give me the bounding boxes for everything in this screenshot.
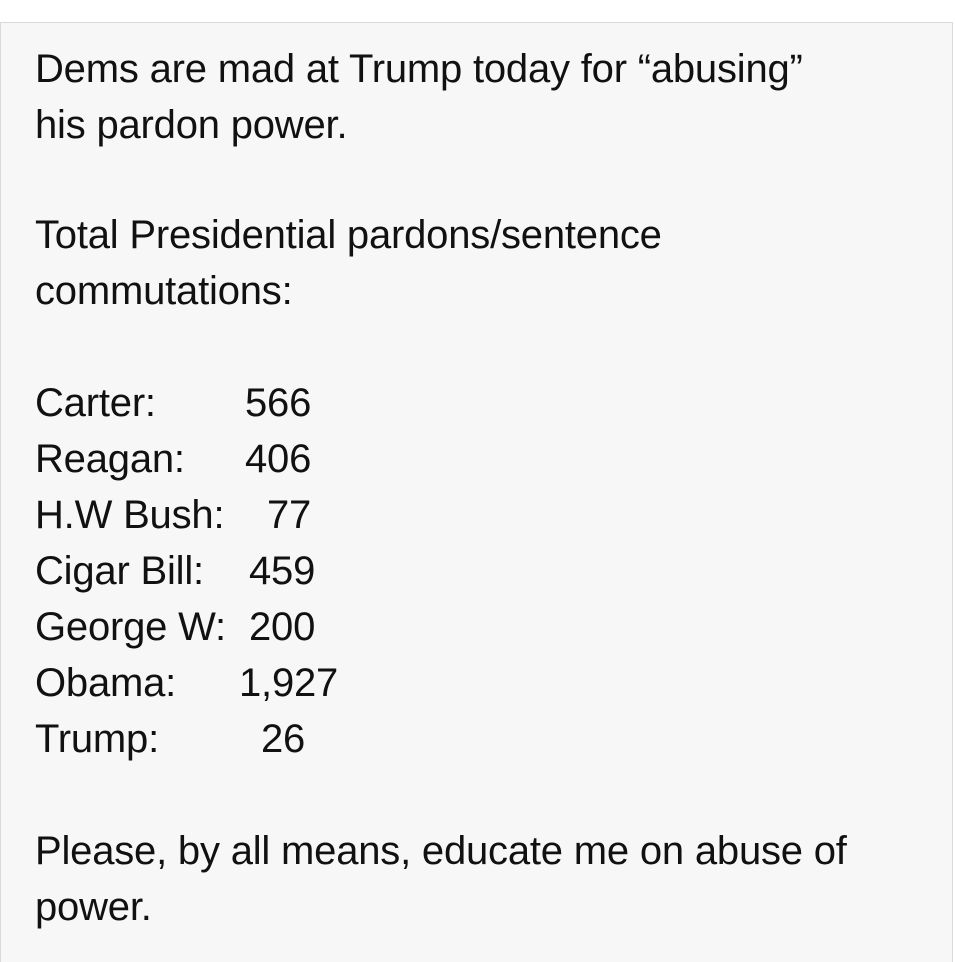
pardon-count: 1,927 [239, 661, 339, 705]
president-name: Reagan: [35, 437, 185, 481]
pardon-count: 406 [245, 437, 312, 481]
tally-row: Cigar Bill: 459 [35, 543, 935, 599]
pardon-count: 26 [261, 717, 306, 761]
president-name: Trump: [35, 717, 159, 761]
tally-row: Obama: 1,927 [35, 655, 935, 711]
closing-line: power. [35, 885, 152, 929]
president-name: George W: [35, 605, 226, 649]
president-name: H.W Bush: [35, 493, 225, 537]
heading-line: Total Presidential pardons/sentence [35, 213, 662, 257]
president-name: Cigar Bill: [35, 549, 204, 593]
tally-row: Reagan: 406 [35, 431, 935, 487]
tally-row: George W: 200 [35, 599, 935, 655]
post-card: Dems are mad at Trump today for “abusing… [0, 22, 953, 962]
intro-paragraph: Dems are mad at Trump today for “abusing… [35, 41, 935, 153]
tally-row: H.W Bush: 77 [35, 487, 935, 543]
pardon-count: 459 [249, 549, 316, 593]
pardon-tally-list: Carter: 566 Reagan: 406 H.W Bush: 77 Cig… [35, 375, 935, 767]
tally-heading: Total Presidential pardons/sentence comm… [35, 207, 935, 319]
intro-line: his pardon power. [35, 103, 348, 147]
pardon-count: 200 [249, 605, 316, 649]
tally-row: Trump: 26 [35, 711, 935, 767]
heading-line: commutations: [35, 269, 293, 313]
closing-line: Please, by all means, educate me on abus… [35, 829, 847, 873]
pardon-count: 77 [267, 493, 312, 537]
closing-paragraph: Please, by all means, educate me on abus… [35, 823, 935, 935]
tally-row: Carter: 566 [35, 375, 935, 431]
president-name: Obama: [35, 661, 177, 705]
intro-line: Dems are mad at Trump today for “abusing… [35, 47, 803, 91]
president-name: Carter: [35, 381, 156, 425]
pardon-count: 566 [245, 381, 312, 425]
